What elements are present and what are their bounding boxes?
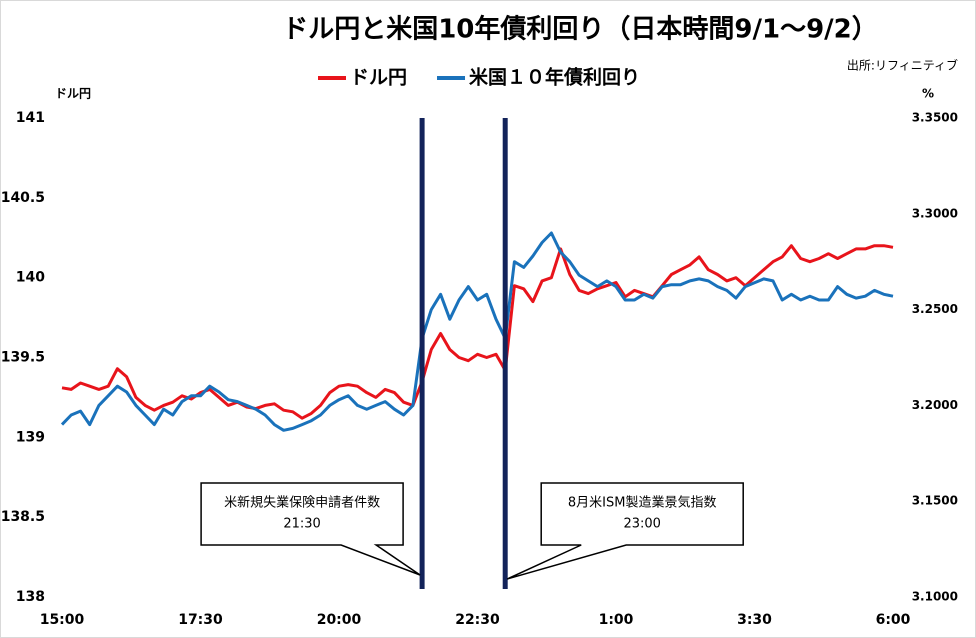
- callout-box: [200, 482, 421, 576]
- callout: 8月米ISM製造業景気指数 23:00: [506, 482, 744, 580]
- x-tick-label: 17:30: [178, 612, 223, 628]
- callout-time: 21:30: [283, 517, 320, 532]
- chart-title: ドル円と米国10年債利回り（日本時間9/1～9/2）: [282, 14, 878, 45]
- y2-axis-label: %: [922, 87, 934, 101]
- x-tick-label: 15:00: [40, 612, 85, 628]
- y-tick-label: 141: [16, 110, 45, 126]
- series-line: [61, 244, 894, 420]
- x-tick-label: 6:00: [876, 612, 911, 628]
- y-tick-label: 139.5: [1, 350, 45, 366]
- x-tick-label: 3:30: [737, 612, 772, 628]
- legend-label: ドル円: [350, 67, 407, 89]
- y2-tick-label: 3.1000: [912, 590, 958, 604]
- y2-tick-label: 3.3000: [912, 206, 958, 220]
- x-tick-label: 22:30: [455, 612, 500, 628]
- x-tick-label: 1:00: [599, 612, 634, 628]
- y2-tick-label: 3.2000: [912, 398, 958, 412]
- y-tick-label: 140: [16, 270, 45, 286]
- y-tick-label: 138: [16, 589, 45, 605]
- y2-tick-label: 3.3500: [912, 111, 958, 125]
- y-tick-label: 138.5: [1, 509, 45, 525]
- callout-time: 23:00: [623, 517, 660, 532]
- callout-text: 8月米ISM製造業景気指数: [568, 495, 717, 511]
- y-axis-label: ドル円: [55, 87, 91, 101]
- y-tick-label: 140.5: [1, 190, 45, 206]
- x-tick-label: 20:00: [317, 612, 362, 628]
- series-line: [60, 231, 894, 432]
- callout-text: 米新規失業保険申請者件数: [224, 495, 380, 511]
- callout-box: [506, 482, 744, 580]
- y2-tick-label: 3.2500: [912, 302, 958, 316]
- callout: 米新規失業保険申請者件数 21:30: [200, 482, 421, 576]
- legend-label: 米国１０年債利回り: [469, 66, 640, 89]
- y2-tick-label: 3.1500: [912, 494, 958, 508]
- source: 出所:リフィニティブ: [847, 58, 958, 73]
- y-tick-label: 139: [16, 429, 45, 445]
